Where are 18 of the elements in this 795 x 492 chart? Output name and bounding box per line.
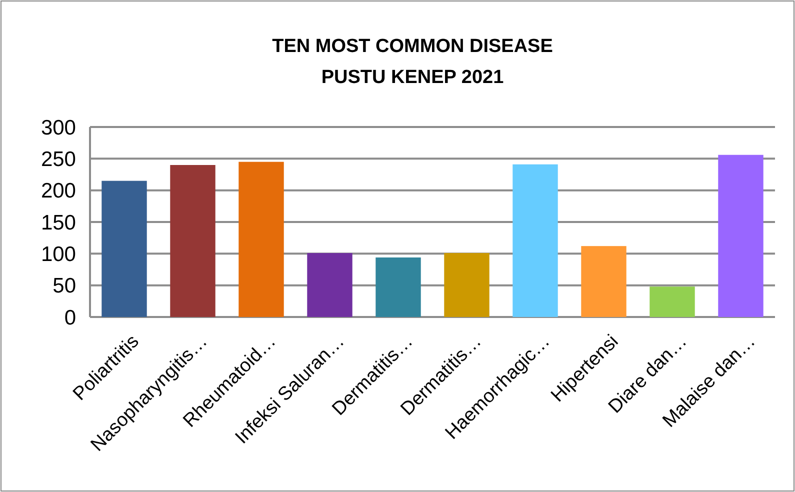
y-tick-label: 100 [40, 243, 76, 266]
bar [650, 286, 695, 317]
chart-title: TEN MOST COMMON DISEASE PUSTU KENEP 2021 [272, 36, 553, 88]
y-tick-label: 200 [40, 180, 76, 203]
y-tick-label: 300 [40, 116, 76, 140]
y-tick-label: 150 [40, 211, 76, 234]
bar [307, 253, 352, 317]
bar [170, 165, 216, 317]
bar [376, 257, 421, 317]
bar [512, 164, 558, 317]
bar [444, 253, 490, 317]
bar [718, 154, 764, 317]
bar [581, 246, 626, 317]
bar [102, 180, 147, 317]
y-tick-label: 50 [52, 274, 76, 298]
y-tick-label: 0 [64, 306, 76, 330]
bar [238, 162, 284, 317]
y-tick-label: 250 [40, 148, 76, 172]
